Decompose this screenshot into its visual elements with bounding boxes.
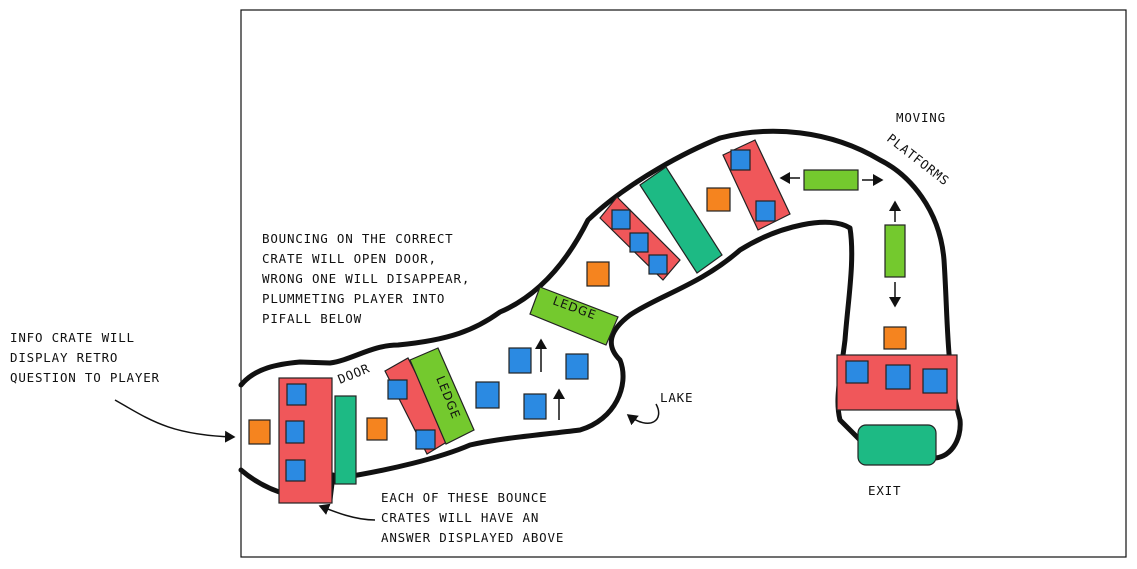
door-block (334, 395, 357, 485)
crates (248, 149, 948, 482)
bounce-crate (387, 379, 408, 400)
info-crate-note: INFO CRATE WILL DISPLAY RETRO QUESTION T… (10, 330, 160, 385)
bounce-crate (730, 149, 751, 171)
lower-right-wall (337, 219, 863, 481)
bounce-crate (285, 459, 306, 482)
bounce-crate (845, 360, 869, 384)
moving-platform-horizontal (803, 169, 859, 191)
bounce-crate (415, 429, 436, 450)
ledge-1 (409, 347, 475, 445)
bounce-crate (885, 364, 911, 390)
bounce-note-arrow-icon (318, 503, 376, 521)
blue-crate (565, 353, 589, 380)
bouncing-note: BOUNCING ON THE CORRECT CRATE WILL OPEN … (262, 231, 478, 326)
orange-crate (586, 261, 610, 287)
lake-label: LAKE (660, 390, 693, 405)
orange-crate (706, 187, 731, 212)
upper-wall (238, 128, 963, 461)
blue-crate (508, 347, 532, 374)
blue-crate (475, 381, 500, 409)
exit-label: EXIT (868, 483, 901, 498)
bounce-crate (611, 209, 631, 230)
teal-bridge (639, 166, 723, 274)
canvas-frame (240, 9, 1127, 558)
bounce-crate (755, 200, 776, 222)
orange-crate (366, 417, 388, 441)
info-crate (248, 419, 271, 445)
door-label: DOOR (336, 360, 373, 386)
moving-platforms-note-line2: PLATFORMS (884, 131, 952, 189)
lake-arrow-icon (626, 403, 660, 426)
blue-crate (523, 393, 547, 420)
bounce-crate (648, 254, 668, 275)
bounce-crates-note: EACH OF THESE BOUNCE CRATES WILL HAVE AN… (381, 490, 564, 545)
bounce-crate (286, 383, 307, 406)
info-note-arrow-icon (114, 399, 236, 443)
orange-crate (883, 326, 907, 350)
arrows (114, 172, 901, 521)
bounce-crate (922, 368, 948, 394)
moving-platform-vertical (884, 224, 906, 278)
exit-pad[interactable] (857, 424, 937, 466)
moving-platforms-note: MOVING (896, 110, 946, 125)
ledge-2 (529, 286, 619, 346)
bounce-crate (629, 232, 649, 253)
bounce-crate (285, 420, 305, 444)
